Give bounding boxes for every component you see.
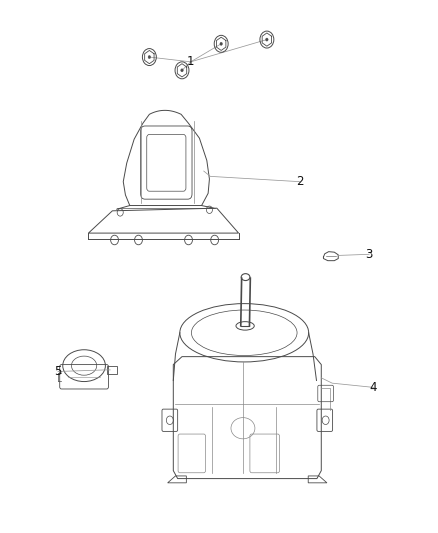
Text: 2: 2 <box>296 175 303 188</box>
Circle shape <box>148 55 151 59</box>
Circle shape <box>220 42 223 45</box>
Text: 1: 1 <box>187 55 194 68</box>
Text: 3: 3 <box>365 248 373 261</box>
Circle shape <box>181 69 183 72</box>
Circle shape <box>265 38 268 41</box>
Text: 5: 5 <box>54 365 62 378</box>
Text: 4: 4 <box>370 381 377 394</box>
